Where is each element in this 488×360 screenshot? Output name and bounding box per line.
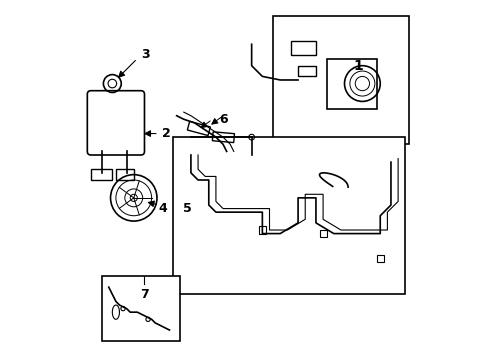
Bar — [187, 121, 210, 135]
Text: 4: 4 — [159, 202, 167, 215]
Bar — [102, 276, 180, 341]
Text: 5: 5 — [183, 202, 191, 215]
Bar — [173, 137, 405, 294]
Bar — [116, 169, 134, 180]
Bar — [298, 66, 315, 76]
Bar — [91, 169, 112, 180]
Bar — [258, 226, 265, 234]
Bar — [376, 255, 383, 262]
Bar — [212, 132, 234, 143]
Text: 1: 1 — [353, 59, 363, 73]
Bar — [319, 230, 326, 237]
Text: 2: 2 — [162, 127, 171, 140]
Bar — [290, 41, 315, 55]
Bar — [272, 16, 408, 144]
Text: 3: 3 — [141, 49, 149, 62]
Bar — [326, 59, 376, 109]
Text: 6: 6 — [218, 113, 227, 126]
Text: 7: 7 — [140, 288, 148, 301]
